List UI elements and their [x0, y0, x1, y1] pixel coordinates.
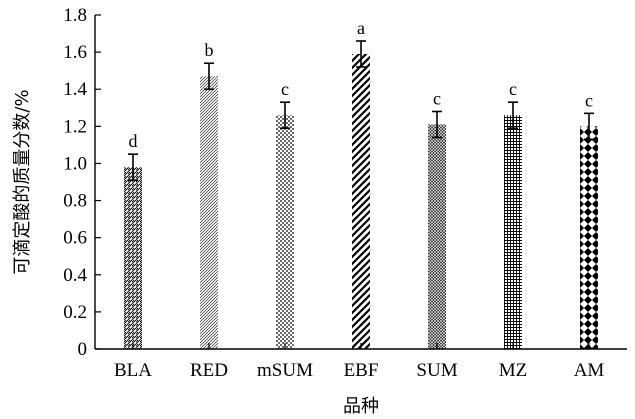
x-tick-label-sum: SUM: [416, 360, 457, 381]
bar-msum: [276, 115, 294, 349]
significance-label-am: c: [585, 90, 593, 110]
y-tick-label: 1.0: [63, 153, 87, 174]
y-tick-label: 1.6: [63, 42, 87, 63]
x-tick-label-am: AM: [574, 360, 605, 381]
significance-label-mz: c: [509, 79, 517, 99]
error-bar-red: [204, 62, 214, 91]
significance-label-red: b: [205, 40, 214, 60]
y-tick-label: 1.2: [63, 116, 87, 137]
bar-am: [580, 126, 598, 349]
x-tick-label-mz: MZ: [499, 360, 528, 381]
y-tick-label: 0.4: [63, 265, 87, 286]
y-tick-label: 0.6: [63, 228, 87, 249]
error-bar-mz: [508, 101, 518, 129]
bar-mz: [504, 115, 522, 349]
x-axis-title: 品种: [343, 396, 379, 417]
significance-label-bla: d: [129, 131, 138, 151]
significance-label-msum: c: [281, 79, 289, 99]
bar-sum: [428, 124, 446, 349]
error-bar-msum: [280, 101, 290, 129]
error-bar-am: [584, 112, 594, 141]
y-axis-title: 可滴定酸的质量分数/%: [12, 89, 33, 274]
significance-label-ebf: a: [357, 18, 365, 38]
x-tick-label-msum: mSUM: [257, 360, 313, 381]
error-bar-sum: [432, 110, 442, 139]
y-tick-label: 0: [78, 339, 88, 360]
bar-ebf: [352, 53, 370, 349]
x-tick-label-red: RED: [190, 360, 228, 381]
y-tick-label: 0.2: [63, 302, 87, 323]
x-tick-label-ebf: EBF: [344, 360, 379, 381]
x-tick-label-bla: BLA: [114, 360, 152, 381]
y-tick-label: 1.8: [63, 5, 87, 26]
significance-label-sum: c: [433, 88, 441, 108]
error-bar-ebf: [356, 40, 366, 68]
bar-bla: [124, 167, 142, 349]
error-bar-bla: [128, 153, 138, 181]
y-tick-label: 0.8: [63, 191, 87, 212]
y-tick-label: 1.4: [63, 79, 87, 100]
bar-red: [200, 76, 218, 349]
